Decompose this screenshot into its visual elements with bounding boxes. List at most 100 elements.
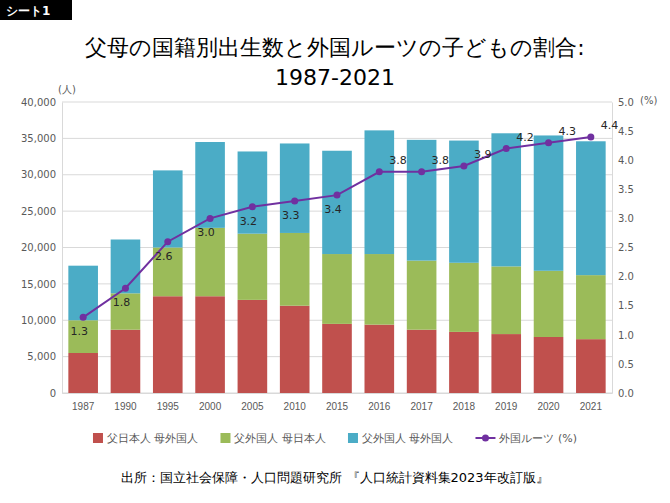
marker	[545, 139, 552, 146]
source: 出所：国立社会保障・人口問題研究所 『人口統計資料集2023年改訂版』	[121, 470, 548, 485]
tick-label: 2000	[199, 401, 222, 412]
axis-line	[63, 393, 613, 394]
data-label: 3.0	[197, 226, 215, 239]
legend-label: 父外国人 母日本人	[234, 432, 326, 445]
y-axis-label: (人)	[58, 84, 76, 95]
legend-item: 外国ルーツ (%)	[475, 432, 577, 445]
tick-label: 5,000	[27, 351, 56, 362]
marker	[334, 192, 341, 199]
legend: 父日本人 母外国人父外国人 母日本人父外国人 母外国人外国ルーツ (%)	[93, 432, 577, 445]
grid	[62, 102, 612, 393]
tick: 30,000	[21, 169, 62, 180]
data-label: 3.2	[240, 215, 258, 228]
tick: 5.0	[612, 97, 634, 108]
chart: シート1父母の国籍別出生数と外国ルーツの子どもの割合:1987-202105,0…	[0, 0, 670, 503]
marker	[460, 163, 467, 170]
data-label: 3.8	[432, 154, 450, 167]
tick: 35,000	[21, 133, 62, 144]
bar	[365, 130, 395, 254]
marker	[418, 168, 425, 175]
tick: 0.0	[612, 388, 634, 399]
tick: 10,000	[21, 315, 62, 326]
tick-label: 2020	[537, 401, 560, 412]
tick: 0.5	[612, 359, 634, 370]
marker	[80, 314, 87, 321]
tick: 40,000	[21, 97, 62, 108]
bar	[491, 334, 521, 393]
tick: 2005	[241, 393, 264, 412]
bar	[534, 135, 564, 270]
bar	[238, 151, 268, 233]
bar	[238, 300, 268, 393]
tick-label: 25,000	[21, 206, 56, 217]
legend-label: 父外国人 母外国人	[362, 432, 454, 445]
badge: シート1	[6, 4, 50, 18]
legend-item: 父外国人 母外国人	[348, 432, 454, 445]
tick-label: 1.0	[618, 330, 634, 341]
tick-label: 40,000	[21, 97, 56, 108]
bar	[449, 263, 479, 332]
tick: 2.5	[612, 242, 634, 253]
bar	[576, 275, 606, 339]
bar	[111, 330, 141, 393]
plot-area	[68, 130, 605, 393]
tick: 1.0	[612, 330, 634, 341]
tick-label: 15,000	[21, 279, 56, 290]
legend-item: 父外国人 母日本人	[220, 432, 326, 445]
tick: 20,000	[21, 242, 62, 253]
data-label: 4.4	[601, 119, 619, 132]
legend-label: 外国ルーツ (%)	[499, 432, 577, 445]
data-label: 3.9	[474, 148, 492, 161]
tick-label: 4.0	[618, 155, 634, 166]
tick-label: 2015	[326, 401, 349, 412]
tick-label: 10,000	[21, 315, 56, 326]
tick: 1990	[114, 393, 137, 412]
tick: 2000	[199, 393, 222, 412]
tick: 0	[50, 388, 62, 399]
tick: 1.5	[612, 300, 634, 311]
bar	[576, 141, 606, 275]
bar	[68, 353, 98, 393]
marker	[291, 197, 298, 204]
bar	[111, 293, 141, 329]
tick-label: 0	[50, 388, 56, 399]
tick-label: 2.5	[618, 242, 634, 253]
marker	[122, 285, 129, 292]
axis-line	[62, 103, 63, 394]
tick-label: 2017	[410, 401, 433, 412]
marker	[376, 168, 383, 175]
tick-label: 2016	[368, 401, 391, 412]
tick: 1987	[72, 393, 95, 412]
bar	[322, 254, 352, 324]
tick-label: 2018	[453, 401, 476, 412]
tick: 3.0	[612, 213, 634, 224]
tick-label: 0.0	[618, 388, 634, 399]
tick-label: 2019	[495, 401, 518, 412]
bar	[238, 234, 268, 300]
tick-label: 4.5	[618, 126, 634, 137]
bar-series	[68, 130, 605, 320]
y-axis: 0 5,000 10,000 15,000 20,000 25,000 30,000 35,0…	[21, 97, 63, 399]
tick-label: 2.0	[618, 271, 634, 282]
bar	[407, 261, 437, 330]
data-label: 1.3	[70, 325, 88, 338]
data-label: 2.6	[155, 250, 173, 263]
bar	[322, 151, 352, 254]
tick: 2021	[580, 393, 603, 412]
bar	[195, 296, 225, 393]
data-label: 3.8	[389, 154, 407, 167]
bar	[534, 337, 564, 393]
tick: 1995	[157, 393, 180, 412]
tick: 2.0	[612, 271, 634, 282]
bar	[534, 271, 564, 337]
bar	[68, 320, 98, 353]
tick-label: 1990	[114, 401, 137, 412]
tick: 2016	[368, 393, 391, 412]
line	[83, 137, 591, 317]
data-label: 1.8	[113, 296, 131, 309]
grid-line	[62, 102, 612, 103]
tick: 2010	[284, 393, 307, 412]
tick: 2017	[410, 393, 433, 412]
bar	[365, 254, 395, 325]
axis-line	[612, 103, 613, 394]
